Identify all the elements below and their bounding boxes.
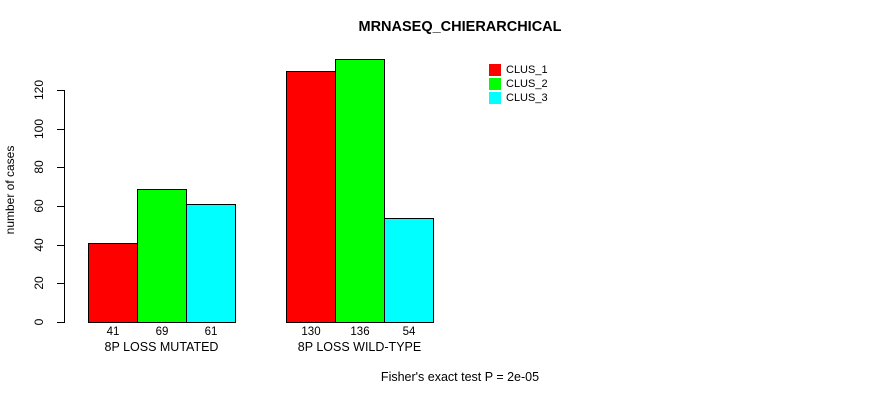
legend-item-clus-1: CLUS_1 [489, 64, 548, 76]
legend-item-clus-3: CLUS_3 [489, 92, 548, 104]
bar-value-label: 130 [301, 326, 321, 338]
legend-swatch-clus-2-icon [489, 78, 501, 90]
bar-clus-1 [286, 71, 336, 323]
bar-clus-2 [335, 59, 385, 323]
x-category-label: 8P LOSS WILD-TYPE [297, 340, 422, 354]
legend-label-clus-3: CLUS_3 [506, 92, 548, 104]
x-category-label: 8P LOSS MUTATED [104, 340, 219, 354]
bar-value-label: 69 [155, 326, 169, 338]
bar-value-label: 41 [106, 326, 120, 338]
bar-value-label: 54 [402, 326, 416, 338]
y-tick-mark [57, 244, 64, 246]
legend-item-clus-2: CLUS_2 [489, 78, 548, 90]
legend-label-clus-1: CLUS_1 [506, 64, 548, 76]
y-tick-mark [57, 128, 64, 130]
bar-clus-3 [384, 218, 434, 323]
y-tick-label: 100 [32, 118, 46, 139]
y-tick-label: 20 [32, 276, 46, 291]
y-tick-mark [57, 206, 64, 207]
y-tick-label: 80 [32, 160, 46, 175]
y-axis-line [64, 90, 65, 323]
bar-value-label: 61 [204, 326, 218, 338]
legend-label-clus-2: CLUS_2 [506, 78, 548, 90]
y-tick-label: 60 [32, 199, 46, 213]
y-tick-mark [57, 322, 64, 323]
bar-value-label: 136 [350, 326, 370, 338]
legend-swatch-clus-3-icon [489, 92, 501, 104]
bar-clus-3 [186, 204, 236, 323]
y-tick-label: 0 [32, 318, 46, 326]
bar-clus-2 [137, 189, 187, 323]
y-tick-label: 40 [32, 237, 46, 252]
bar-clus-1 [88, 243, 138, 323]
chart-title: MRNASEQ_CHIERARCHICAL [358, 19, 562, 35]
annotation-text: Fisher's exact test P = 2e-05 [380, 370, 540, 384]
y-tick-label: 120 [32, 79, 46, 101]
y-tick-mark [57, 283, 64, 285]
y-tick-mark [57, 90, 64, 91]
legend-swatch-clus-1-icon [489, 64, 501, 76]
legend: CLUS_1 CLUS_2 CLUS_3 [489, 64, 548, 106]
y-tick-mark [57, 167, 64, 169]
